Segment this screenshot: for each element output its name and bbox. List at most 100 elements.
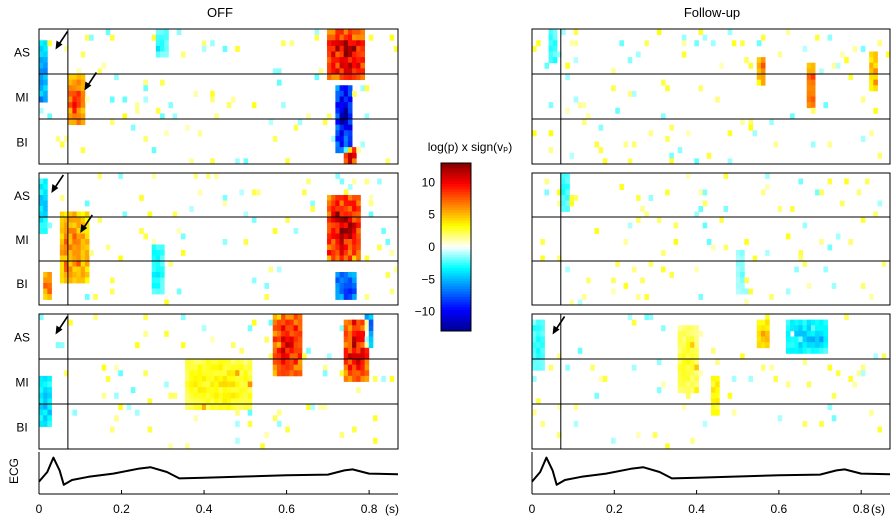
heatmap-cell [168, 392, 173, 399]
heatmap-cell [756, 40, 762, 47]
heatmap-cell [168, 261, 173, 267]
heatmap-cell [644, 314, 649, 321]
heatmap-cell [84, 228, 90, 234]
heatmap-cell [532, 330, 537, 337]
heatmap-cell [573, 29, 579, 36]
heatmap-cell [343, 288, 349, 295]
heatmap-cell [573, 404, 579, 411]
heatmap-cell [84, 34, 90, 41]
heatmap-cell [235, 409, 240, 416]
heatmap-cell [565, 62, 570, 69]
heatmap-cell [205, 381, 211, 388]
heatmap-cell [532, 342, 537, 349]
heatmap-cell [806, 102, 812, 109]
heatmap-cell [193, 370, 199, 377]
heatmap-cell [356, 359, 361, 366]
heatmap-cell [360, 62, 365, 69]
heatmap-cell [352, 342, 357, 349]
heatmap-cell [598, 375, 604, 382]
heatmap-cell [247, 381, 253, 388]
heatmap-cell [686, 359, 691, 366]
heatmap-cell [860, 283, 866, 289]
heatmap-cell [276, 68, 282, 75]
heatmap-cell [835, 62, 841, 69]
heatmap-cell [339, 255, 345, 262]
heatmap-cell [281, 102, 286, 109]
heatmap-cell [343, 370, 349, 377]
colorbar-tick-label: −5 [421, 272, 435, 286]
colorbar-step [441, 254, 471, 259]
heatmap-cell [243, 398, 249, 405]
heatmap-cell [347, 294, 353, 300]
heatmap-cell [735, 250, 741, 256]
heatmap-cell [652, 432, 658, 439]
colorbar-step [441, 281, 471, 285]
heatmap-cell [318, 404, 324, 411]
heatmap-cell [364, 359, 370, 366]
heatmap-cell [331, 68, 336, 75]
heatmap-cell [197, 404, 203, 411]
heatmap-cell [297, 119, 303, 126]
heatmap-cell [59, 217, 65, 223]
heatmap-cell [327, 74, 332, 81]
heatmap-cell [343, 206, 349, 212]
heatmap-cell [810, 347, 816, 354]
heatmap-cell [155, 51, 161, 58]
heatmap-cell [681, 34, 687, 41]
heatmap-cell [577, 299, 583, 306]
heatmap-cell [339, 90, 345, 97]
heatmap-cell [347, 277, 353, 284]
heatmap-cell [711, 244, 716, 251]
heatmap-cell [64, 261, 69, 267]
heatmap-cell [540, 353, 545, 360]
heatmap-cell [189, 206, 194, 212]
heatmap-cell [343, 85, 349, 92]
heatmap-cell [835, 233, 841, 240]
heatmap-cell [347, 200, 353, 207]
heatmap-cell [785, 330, 791, 337]
heatmap-cell [272, 319, 278, 326]
heatmap-cell [548, 102, 554, 109]
heatmap-cell [68, 96, 73, 103]
heatmap-cell [272, 325, 278, 332]
heatmap-cell [289, 314, 295, 321]
heatmap-cell [356, 342, 361, 349]
heatmap-cell [810, 102, 816, 109]
heatmap-cell [577, 347, 583, 354]
heatmap-cell [347, 206, 353, 212]
heatmap-cell [197, 387, 203, 394]
heatmap-cell [335, 272, 340, 278]
heatmap-cell [802, 347, 808, 354]
heatmap-cell [185, 359, 190, 366]
heatmap-cell [669, 272, 674, 278]
heatmap-cell [193, 392, 199, 399]
heatmap-cell [760, 342, 766, 349]
heatmap-cell [164, 299, 169, 306]
heatmap-cell [76, 239, 82, 245]
heatmap-cell [135, 102, 140, 109]
heatmap-cell [339, 107, 345, 114]
heatmap-cell [239, 370, 244, 377]
heatmap-cell [331, 40, 336, 47]
heatmap-cell [856, 189, 862, 196]
heatmap-cell [877, 200, 883, 207]
heatmap-cell [84, 96, 90, 103]
heatmap-cell [222, 381, 228, 388]
heatmap-cell [293, 353, 299, 360]
heatmap-cell [356, 239, 361, 245]
heatmap-cell [185, 443, 190, 450]
colorbar-step [441, 317, 471, 322]
heatmap-cell [631, 319, 637, 326]
heatmap-cell [352, 426, 357, 433]
heatmap-cell [765, 325, 770, 332]
heatmap-cell [210, 96, 215, 103]
heatmap-cell [59, 141, 65, 148]
heatmap-cell [84, 200, 90, 207]
heatmap-cell [552, 40, 558, 47]
heatmap-cell [865, 178, 870, 185]
heatmap-cell [360, 45, 365, 52]
heatmap-cell [339, 206, 345, 212]
heatmap-cell [852, 45, 858, 52]
row-label-mi: MI [15, 91, 28, 105]
heatmap-cell [806, 85, 812, 92]
